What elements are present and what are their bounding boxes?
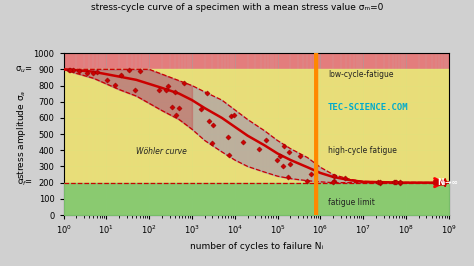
Text: σ$_u$=: σ$_u$=	[15, 64, 33, 74]
Point	[225, 135, 232, 139]
Point	[286, 162, 294, 166]
Point	[279, 164, 286, 168]
Point	[175, 106, 182, 110]
Point	[376, 180, 383, 184]
Point	[392, 180, 399, 184]
Point	[209, 141, 216, 145]
Point	[65, 68, 73, 72]
Point	[69, 68, 77, 72]
Point	[273, 158, 281, 162]
Text: fatigue limit: fatigue limit	[328, 198, 375, 207]
Text: TEC-SCIENCE.COM: TEC-SCIENCE.COM	[328, 103, 409, 112]
Point	[296, 153, 304, 158]
Point	[93, 70, 101, 74]
Point	[330, 179, 338, 184]
Point	[66, 68, 73, 72]
Point	[396, 180, 403, 185]
Point	[137, 69, 144, 73]
Point	[263, 138, 270, 142]
Point	[226, 153, 233, 157]
Point	[90, 71, 97, 75]
Point	[374, 180, 382, 184]
Text: Nᵢ→∞: Nᵢ→∞	[438, 178, 458, 187]
Point	[205, 119, 213, 123]
Point	[284, 175, 292, 180]
Point	[308, 172, 315, 176]
Point	[168, 105, 176, 110]
Point	[155, 88, 163, 92]
Y-axis label: stress amplitude σ$_a$: stress amplitude σ$_a$	[15, 89, 28, 179]
Point	[83, 70, 91, 75]
Point	[118, 73, 125, 77]
Point	[228, 114, 235, 119]
Point	[132, 88, 139, 92]
Text: stress-cycle curve of a specimen with a mean stress value σₘ=0: stress-cycle curve of a specimen with a …	[91, 3, 383, 12]
Point	[203, 91, 210, 95]
Point	[342, 176, 349, 181]
Text: σ$_f$=: σ$_f$=	[17, 177, 33, 188]
Point	[172, 90, 179, 94]
X-axis label: number of cycles to failure Nᵢ: number of cycles to failure Nᵢ	[190, 242, 323, 251]
Point	[240, 140, 247, 144]
Point	[126, 68, 133, 72]
Text: Wöhler curve: Wöhler curve	[137, 147, 187, 156]
Point	[285, 150, 292, 154]
Circle shape	[315, 0, 318, 266]
Point	[391, 180, 398, 185]
Point	[173, 113, 180, 117]
Text: high-cycle fatigue: high-cycle fatigue	[328, 146, 397, 155]
Point	[392, 180, 400, 184]
Point	[281, 144, 288, 149]
Point	[376, 181, 384, 185]
Point	[180, 81, 188, 85]
Point	[396, 180, 403, 185]
Point	[255, 147, 263, 152]
Point	[210, 123, 217, 127]
Text: low-cycle-fatigue: low-cycle-fatigue	[328, 70, 393, 79]
Point	[163, 88, 170, 93]
Point	[330, 174, 337, 178]
Point	[164, 84, 172, 89]
Point	[103, 78, 111, 82]
Point	[75, 69, 82, 73]
Point	[198, 107, 205, 111]
Point	[111, 83, 118, 88]
Point	[230, 113, 238, 117]
Point	[276, 153, 283, 158]
Point	[329, 180, 337, 185]
Point	[303, 178, 310, 183]
FancyArrow shape	[434, 178, 447, 187]
